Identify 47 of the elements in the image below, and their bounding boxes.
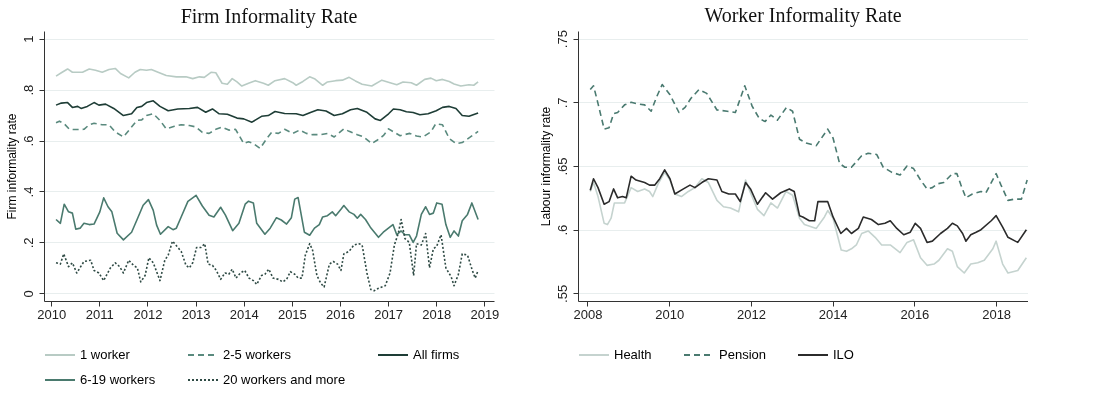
y-tick-label: .7 <box>554 97 570 109</box>
x-tick-label: 2018 <box>422 306 452 322</box>
line-series <box>589 169 1028 244</box>
y-tick-label: .2 <box>20 237 36 249</box>
legend-label: 2-5 workers <box>223 347 292 362</box>
legend-label: 6-19 workers <box>80 372 156 387</box>
y-tick-label: .6 <box>20 135 36 147</box>
y-axis-title: Firm informality rate <box>4 113 19 220</box>
y-tick-label: .75 <box>554 30 570 49</box>
x-tick-label: 2011 <box>85 306 114 322</box>
x-tick-label: 2014 <box>229 306 259 322</box>
x-tick-label: 2008 <box>573 306 603 322</box>
line-series <box>55 112 479 150</box>
line-series <box>55 67 479 87</box>
legend-label: All firms <box>413 347 460 362</box>
x-tick-label: 2010 <box>37 306 67 322</box>
legend-label: Pension <box>719 347 766 362</box>
x-tick-label: 2010 <box>655 306 685 322</box>
x-tick-label: 2018 <box>982 306 1012 322</box>
y-tick-label: 1 <box>20 35 36 43</box>
x-tick-label: 2017 <box>374 306 404 322</box>
y-tick-label: .65 <box>554 157 570 176</box>
x-tick-label: 2013 <box>181 306 211 322</box>
x-tick-label: 2014 <box>818 306 848 322</box>
x-tick-label: 2012 <box>133 306 163 322</box>
y-axis-title: Labour informality rate <box>538 106 553 227</box>
x-tick-label: 2012 <box>736 306 766 322</box>
chart-title: Worker Informality Rate <box>704 3 902 27</box>
line-series <box>55 99 479 123</box>
x-tick-label: 2016 <box>900 306 930 322</box>
y-tick-label: .6 <box>554 224 570 236</box>
y-tick-label: .55 <box>554 284 570 303</box>
x-tick-label: 2015 <box>277 306 307 322</box>
legend-label: 1 worker <box>80 347 131 362</box>
line-series <box>589 83 1028 202</box>
y-tick-label: .4 <box>20 186 36 198</box>
y-tick-label: 0 <box>20 290 36 298</box>
line-series <box>55 218 479 292</box>
line-series <box>589 171 1028 274</box>
legend-label: 20 workers and more <box>223 372 346 387</box>
x-tick-label: 2016 <box>326 306 355 322</box>
x-tick-label: 2019 <box>470 306 500 322</box>
legend-label: Health <box>614 347 652 362</box>
line-series <box>55 194 479 244</box>
chart-title: Firm Informality Rate <box>180 5 358 28</box>
y-tick-label: .8 <box>20 84 36 96</box>
legend-label: ILO <box>833 347 854 362</box>
